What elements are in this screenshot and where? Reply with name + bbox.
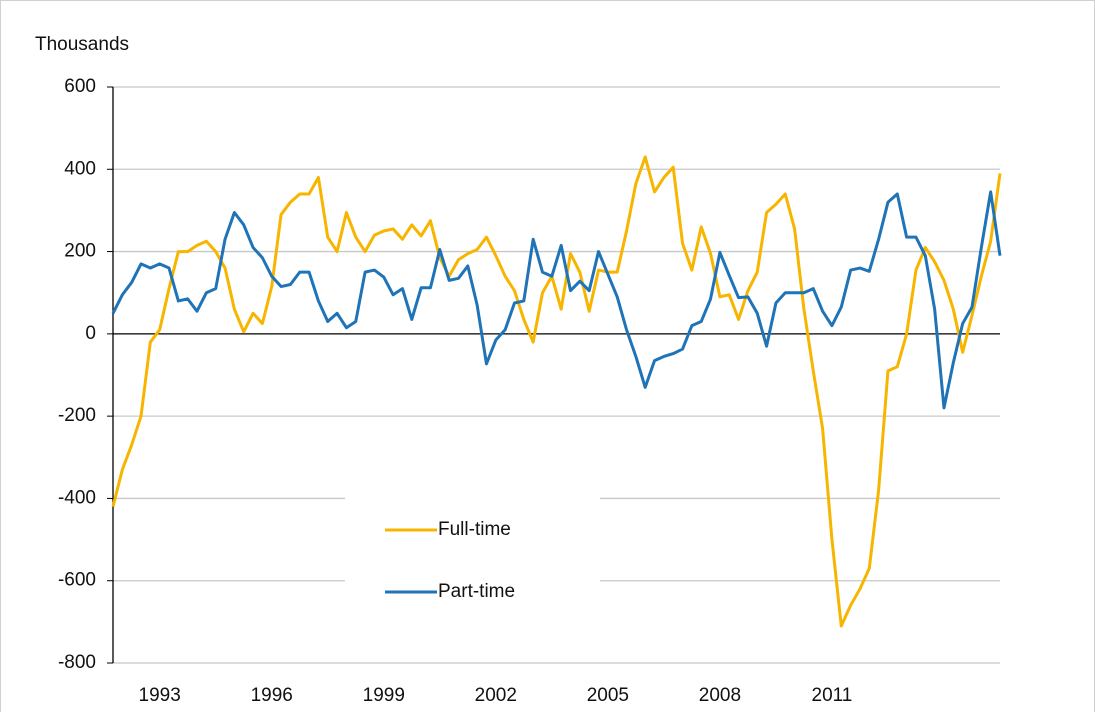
y-tick-label: 200 — [64, 241, 96, 262]
y-tick-label: 400 — [64, 158, 96, 179]
x-tick-label: 2008 — [699, 685, 741, 706]
y-tick-label: -600 — [58, 570, 96, 591]
y-tick-label: 600 — [64, 76, 96, 97]
x-tick-label: 2011 — [812, 685, 853, 706]
y-tick-label: -800 — [58, 652, 96, 673]
y-tick-label: -400 — [58, 487, 96, 508]
x-tick-label: 1993 — [139, 685, 181, 706]
legend-label: Part-time — [438, 581, 515, 602]
x-tick-label: 2005 — [587, 685, 629, 706]
y-tick-label: 0 — [85, 323, 96, 344]
series-line — [111, 190, 1002, 410]
series-line — [111, 155, 1002, 628]
chart-title: Thousands — [35, 34, 129, 55]
x-tick-label: 1996 — [251, 685, 293, 706]
legend-box — [345, 496, 600, 621]
legend-label: Full-time — [438, 519, 511, 540]
x-tick-label: 1999 — [363, 685, 405, 706]
y-tick-label: -200 — [58, 405, 96, 426]
x-tick-label: 2002 — [475, 685, 517, 706]
